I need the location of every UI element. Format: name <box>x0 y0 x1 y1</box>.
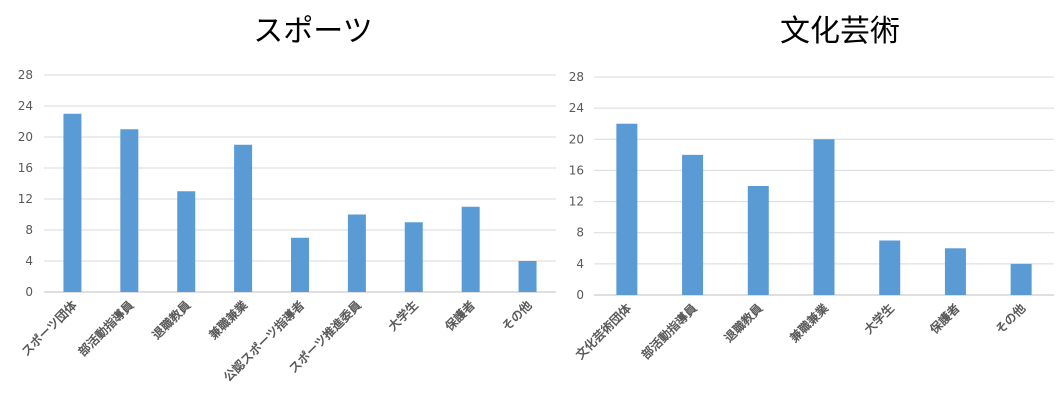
y-tick-label: 24 <box>18 99 33 113</box>
bar <box>177 191 196 292</box>
x-category-label: 部活動指導員 <box>638 301 700 363</box>
x-category-label: 部活動指導員 <box>75 298 137 360</box>
y-tick-label: 28 <box>569 70 584 84</box>
bar <box>1010 263 1032 295</box>
bar <box>518 261 537 292</box>
y-tick-label: 0 <box>25 285 33 299</box>
bar <box>682 154 704 295</box>
bar <box>347 214 366 292</box>
bar <box>944 248 966 295</box>
y-tick-label: 28 <box>18 68 33 82</box>
y-tick-label: 24 <box>569 101 584 115</box>
x-category-label: 退職教員 <box>149 298 194 343</box>
bar <box>616 123 638 295</box>
x-category-label: スポーツ団体 <box>18 297 80 359</box>
culture-arts-bar-chart: 文化芸術 0 4 8 12 16 20 24 28 文化芸術団体 部活動指導員 退職教員 兼職兼業 大学生… <box>569 14 1054 363</box>
x-category-label: 保護者 <box>441 298 478 335</box>
y-tick-label: 8 <box>25 223 33 237</box>
x-category-label: 保護者 <box>926 301 963 338</box>
y-tick-label: 12 <box>18 192 33 206</box>
bar <box>879 240 901 295</box>
x-category-label: 退職教員 <box>721 301 766 346</box>
bar <box>291 237 309 292</box>
y-tick-label: 16 <box>569 163 584 177</box>
bar <box>234 144 253 292</box>
x-category-label: 大学生 <box>861 301 897 337</box>
y-tick-label: 20 <box>569 132 584 146</box>
y-tick-label: 20 <box>18 130 33 144</box>
y-tick-label: 0 <box>576 288 584 302</box>
bar <box>120 129 139 292</box>
x-category-label: その他 <box>992 301 1028 337</box>
x-category-label: 大学生 <box>385 298 421 334</box>
bar <box>747 186 769 295</box>
bar <box>63 113 82 292</box>
x-category-label: 文化芸術団体 <box>572 300 634 362</box>
bar <box>404 222 423 292</box>
y-tick-label: 4 <box>25 254 33 268</box>
y-tick-label: 16 <box>18 161 33 175</box>
x-category-label: 兼職兼業 <box>205 297 251 343</box>
x-category-label: 兼職兼業 <box>786 300 832 346</box>
y-tick-label: 12 <box>569 195 584 209</box>
y-tick-label: 8 <box>576 226 584 240</box>
chart-title: 文化芸術 <box>780 14 900 49</box>
x-category-label: その他 <box>499 298 535 334</box>
bar <box>813 139 835 295</box>
chart-title: スポーツ <box>253 14 372 49</box>
y-tick-label: 4 <box>576 257 584 271</box>
bar <box>461 206 480 292</box>
